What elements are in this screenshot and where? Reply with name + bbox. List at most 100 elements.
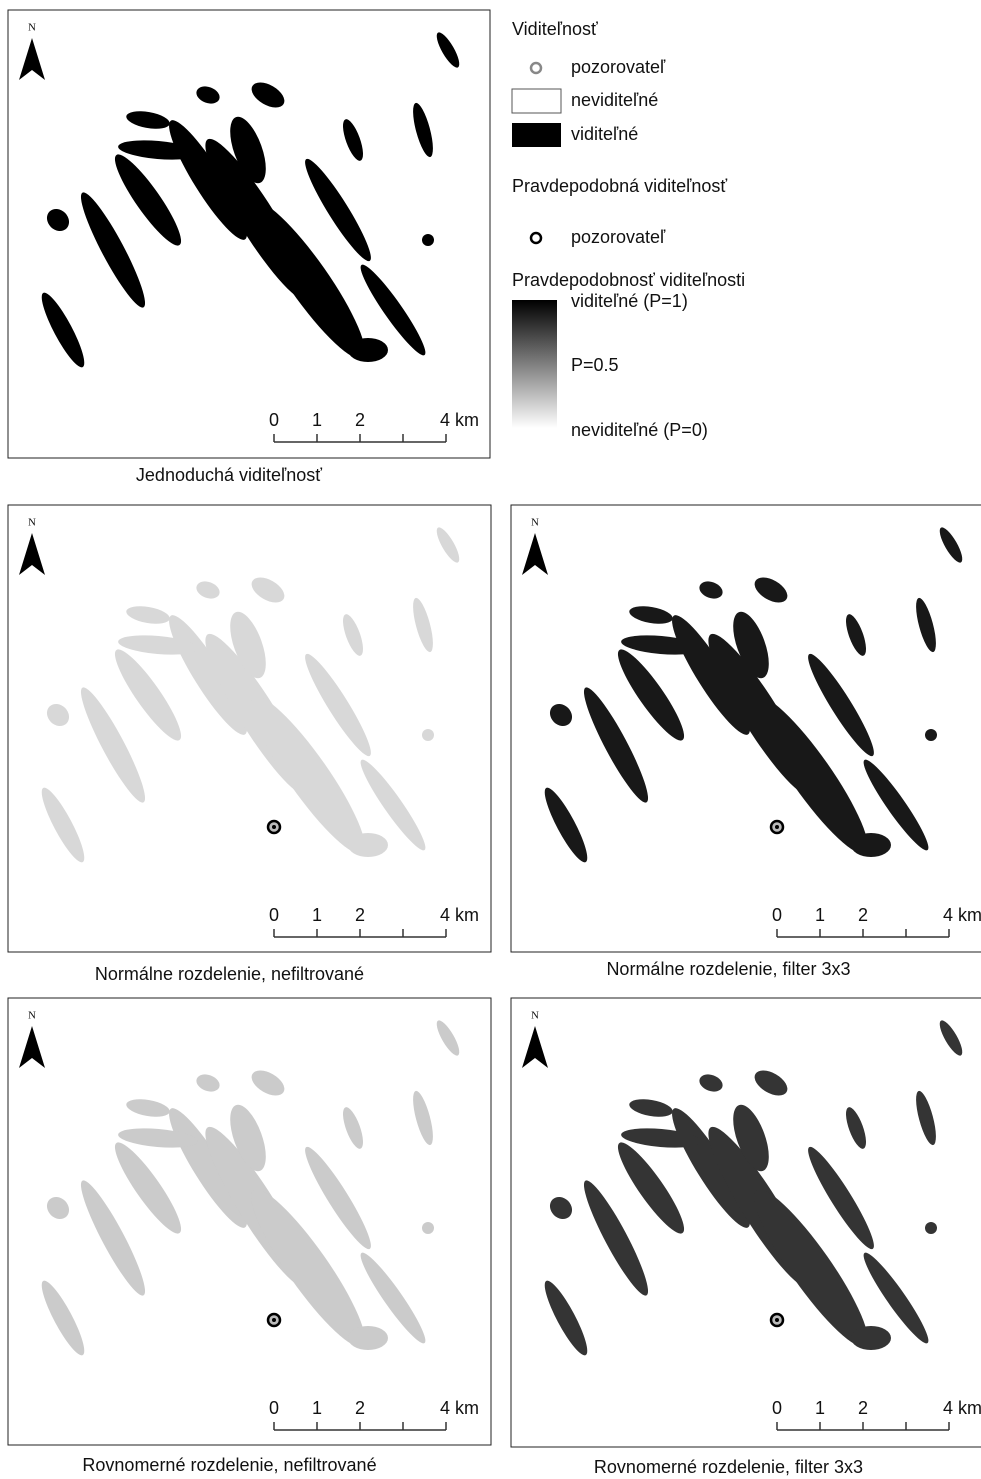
observer-center <box>272 825 276 829</box>
map-panel: N 0 1 2 4 km <box>7 504 492 953</box>
legend-label: P=0.5 <box>571 355 619 375</box>
north-arrow <box>19 1026 45 1068</box>
scale-label: 4 km <box>440 410 479 430</box>
legend-label: neviditeľné (P=0) <box>571 420 708 440</box>
visible-area <box>621 635 701 655</box>
legend-label: pozorovateľ <box>571 227 666 247</box>
terrain <box>41 1020 460 1356</box>
legend-title: Viditeľnosť <box>512 19 598 39</box>
map-frame <box>7 504 492 953</box>
visible-area <box>808 1146 874 1250</box>
visible-area <box>754 1189 868 1347</box>
visible-area <box>846 614 866 656</box>
legend-title: Pravdepodobná viditeľnosť <box>512 176 727 196</box>
visible-area <box>413 597 433 653</box>
visible-area <box>939 1020 963 1056</box>
visible-area <box>413 1090 433 1146</box>
visible-area <box>118 1128 198 1148</box>
terrain <box>544 1020 963 1356</box>
visible-area <box>916 1090 936 1146</box>
visible-area <box>863 759 929 851</box>
visible-area <box>754 696 868 854</box>
visible-area <box>80 192 146 308</box>
visible-area <box>114 154 182 246</box>
visible-area <box>251 577 285 603</box>
visible-area <box>118 635 198 655</box>
visible-area <box>617 1142 685 1234</box>
north-label: N <box>28 22 36 34</box>
visible-area <box>436 527 460 563</box>
visible-area <box>629 606 673 624</box>
visible-area <box>230 1104 266 1172</box>
visible-area <box>41 787 85 863</box>
north-label: N <box>531 517 539 529</box>
visible-area <box>549 703 573 727</box>
visible-area <box>348 1326 388 1350</box>
legend: Viditeľnosť pozorovateľ neviditeľné vidi… <box>511 19 745 440</box>
legend-label: neviditeľné <box>571 90 658 110</box>
visible-area <box>169 615 247 735</box>
visible-area <box>126 111 170 129</box>
map-panel: N 0 1 2 4 km <box>510 997 981 1448</box>
visible-area <box>436 1020 460 1056</box>
visible-area <box>114 1142 182 1234</box>
scale-label: 2 <box>355 1398 365 1418</box>
visible-area <box>169 1108 247 1228</box>
scale-label: 1 <box>312 905 322 925</box>
visible-area <box>230 116 266 184</box>
visible-area <box>41 292 85 368</box>
invisible-swatch <box>511 88 562 114</box>
visible-area <box>343 614 363 656</box>
scale-label: 1 <box>815 1398 825 1418</box>
scale-label: 1 <box>312 410 322 430</box>
visible-area <box>205 633 311 797</box>
observer-symbol <box>529 231 543 245</box>
terrain <box>41 32 460 368</box>
panel-caption: Normálne rozdelenie, filter 3x3 <box>606 959 850 979</box>
visible-area <box>41 1280 85 1356</box>
observer-center <box>272 1318 276 1322</box>
visible-area <box>196 581 220 599</box>
visible-area <box>544 1280 588 1356</box>
visible-area <box>251 1189 365 1347</box>
visible-area <box>846 1107 866 1149</box>
observer-center <box>775 825 779 829</box>
visible-area <box>699 581 723 599</box>
visible-area <box>863 1252 929 1344</box>
visible-area <box>251 696 365 854</box>
visible-area <box>348 833 388 857</box>
north-label: N <box>531 1010 539 1022</box>
legend-label: viditeľné <box>571 124 638 144</box>
visible-area <box>348 338 388 362</box>
visible-area <box>617 649 685 741</box>
visible-area <box>126 1099 170 1117</box>
visible-area <box>851 1326 891 1350</box>
visible-area <box>754 577 788 603</box>
visible-area <box>251 201 365 359</box>
visible-area <box>46 208 70 232</box>
visible-area <box>916 597 936 653</box>
visible-area <box>343 1107 363 1149</box>
scale-label: 1 <box>312 1398 322 1418</box>
visible-area <box>925 1222 937 1234</box>
visible-area <box>196 1074 220 1092</box>
scale-label: 2 <box>858 905 868 925</box>
visible-area <box>939 527 963 563</box>
visible-area <box>422 729 434 741</box>
scale-label: 2 <box>355 410 365 430</box>
visible-area <box>80 1180 146 1296</box>
scale-label: 2 <box>355 905 365 925</box>
visible-area <box>251 1070 285 1096</box>
scale-label: 2 <box>858 1398 868 1418</box>
north-arrow <box>19 533 45 575</box>
visible-area <box>305 158 371 262</box>
north-label: N <box>28 1010 36 1022</box>
observer-symbol <box>529 61 543 75</box>
visible-area <box>251 82 285 108</box>
north-arrow <box>522 533 548 575</box>
panel-caption: Jednoduchá viditeľnosť <box>136 465 322 485</box>
visible-area <box>733 611 769 679</box>
visible-area <box>196 86 220 104</box>
legend-title: Pravdepodobnosť viditeľnosti <box>512 270 745 290</box>
map-frame <box>7 997 492 1446</box>
